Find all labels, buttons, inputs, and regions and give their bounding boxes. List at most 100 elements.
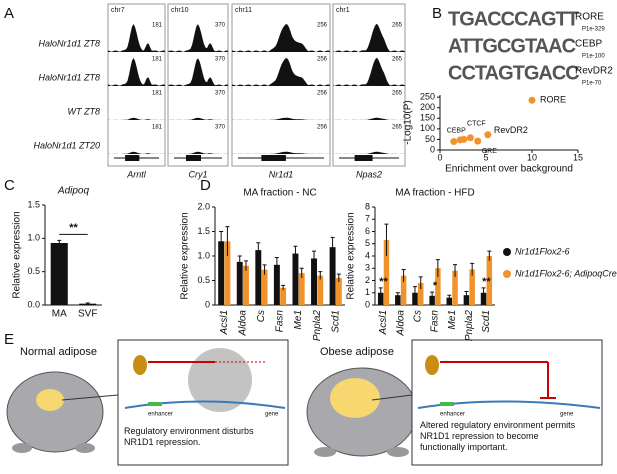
x-tick-label: MA — [52, 309, 67, 320]
track-frame — [332, 3, 406, 167]
track-scale: 265 — [392, 57, 403, 63]
track-signal — [168, 117, 228, 120]
error-bar — [225, 226, 230, 256]
significance: ** — [69, 222, 78, 234]
track-signal — [168, 151, 228, 154]
error-bar — [447, 294, 452, 301]
x-tick-label: Acsl1 — [378, 310, 389, 335]
track-signal — [333, 117, 405, 120]
point-label: CEBP — [447, 128, 466, 135]
error-bar — [378, 287, 383, 298]
x-tick-label: Acsl1 — [219, 310, 230, 335]
bar — [486, 256, 493, 305]
track-scale: 256 — [317, 91, 328, 97]
error-bar — [281, 284, 286, 291]
bar — [224, 241, 231, 305]
bar — [255, 250, 262, 305]
track-scale: 256 — [317, 57, 328, 63]
bar — [218, 241, 225, 305]
track-label: HaloNr1d1 ZT8 — [38, 72, 100, 82]
track-scale: 181 — [152, 91, 163, 97]
bar — [273, 264, 280, 305]
y-tick-label: 1.0 — [197, 250, 210, 260]
bar — [311, 258, 317, 305]
error-bar — [274, 256, 279, 273]
y-tick-label: 4 — [365, 250, 370, 260]
x-axis-label: Enrichment over background — [445, 164, 573, 175]
track-label: HaloNr1d1 ZT20 — [33, 140, 100, 150]
point — [466, 134, 474, 142]
significance: ** — [482, 276, 491, 288]
chart-title: Adipoq — [57, 186, 90, 197]
track-scale: 181 — [152, 23, 163, 29]
error-bar — [453, 264, 458, 277]
gene-label: gene — [265, 412, 279, 418]
error-bar — [85, 302, 90, 305]
y-tick-label: 0 — [365, 299, 370, 309]
motif-logo: TGACCCAGTT — [448, 8, 579, 30]
schematic-title: Normal adipose — [20, 346, 97, 358]
track-scale: 181 — [152, 57, 163, 63]
legend-label: Nr1d1Flox2-6 — [515, 246, 570, 256]
y-tick-label: 0 — [430, 144, 435, 154]
bar — [377, 292, 384, 305]
bar — [417, 282, 424, 305]
y-tick-label: 200 — [420, 102, 435, 112]
gene-exon — [125, 155, 140, 161]
chrom-label: chr11 — [235, 7, 252, 14]
track-scale: 181 — [152, 125, 163, 131]
panel-letter: C — [4, 177, 15, 194]
error-bar — [299, 267, 304, 279]
motif-logo: ATTGCGTAAC — [448, 35, 576, 57]
track-signal — [333, 151, 405, 154]
x-tick-label: SVF — [78, 309, 97, 320]
panel-letter: A — [4, 5, 14, 22]
bar — [243, 265, 249, 305]
chrom-label: chr7 — [111, 7, 125, 14]
error-bar — [401, 268, 406, 282]
point-label: RORE — [540, 95, 566, 105]
bar — [298, 273, 305, 305]
track-label: WT ZT8 — [68, 106, 101, 116]
x-tick-label: 0 — [437, 152, 442, 162]
panel-letter: D — [200, 177, 211, 194]
x-tick-label: Pnpla2 — [464, 310, 475, 342]
y-tick-label: 2.0 — [197, 201, 210, 211]
motif-name: CEBP — [575, 39, 603, 50]
y-tick-label: 0 — [205, 299, 210, 309]
track-scale: 370 — [215, 57, 226, 63]
track-signal — [168, 58, 228, 86]
point-label: RevDR2 — [494, 125, 528, 135]
y-tick-label: 1.5 — [197, 226, 210, 236]
track-signal — [333, 23, 405, 52]
gene-name: Cry1 — [188, 169, 207, 179]
track-scale: 256 — [317, 23, 328, 29]
track-signal — [108, 58, 165, 86]
bar — [383, 240, 390, 305]
chart-title: MA fraction - NC — [243, 188, 316, 199]
bar — [469, 269, 475, 305]
gene-exon — [186, 155, 201, 161]
track-signal — [108, 24, 165, 52]
y-axis-label: Relative expression — [12, 211, 23, 298]
track-signal — [168, 24, 228, 52]
y-tick-label: 3 — [365, 263, 370, 273]
bar — [280, 287, 287, 305]
gene-name: Nr1d1 — [269, 169, 294, 179]
legend-label: Nr1d1Flox2-6; AdipoqCre — [515, 268, 617, 278]
error-bar — [430, 291, 435, 300]
y-tick-label: 150 — [420, 113, 435, 123]
x-tick-label: Me1 — [447, 310, 458, 329]
legend-swatch — [503, 248, 511, 256]
track-signal — [232, 58, 330, 86]
panel-letter: B — [432, 5, 442, 22]
motif-p: P1e-70 — [582, 81, 602, 87]
enhancer-label: enhancer — [148, 412, 173, 418]
track-scale: 265 — [392, 125, 403, 131]
schematic-note: Regulatory environment disturbs NR1D1 rep… — [124, 426, 254, 447]
bar — [400, 275, 407, 305]
bar — [236, 261, 243, 305]
error-bar — [384, 223, 389, 256]
bar — [335, 278, 342, 305]
y-tick-label: 5 — [365, 238, 370, 248]
